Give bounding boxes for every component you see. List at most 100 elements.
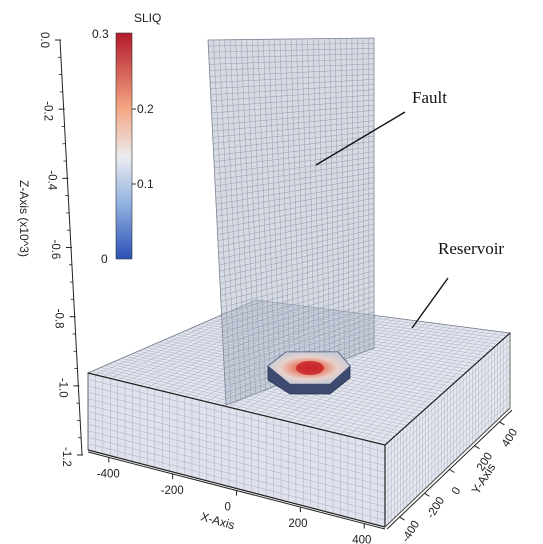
injection-plume (267, 351, 351, 395)
fault-grid-line (220, 254, 375, 296)
z-tick-label: -1.2 (60, 447, 72, 467)
reservoir-leader-line (411, 277, 449, 329)
y-tick-mark (499, 421, 505, 426)
fault-grid-line (222, 296, 375, 345)
fault-grid-line (219, 244, 375, 284)
reservoir-front-grid-line (87, 411, 386, 487)
colorbar-mid-low-label: 0.1 (137, 177, 154, 191)
reservoir-front-grid-line (87, 385, 386, 459)
z-tick-label: 0.0 (38, 32, 50, 48)
x-tick-label: 200 (288, 518, 307, 530)
reservoir-front-grid-line (87, 424, 386, 500)
fault-leader-line (315, 111, 406, 166)
fault-grid-line (214, 146, 375, 168)
reservoir-top-grid-line (310, 324, 447, 428)
fault-grid-line (221, 275, 375, 321)
y-tick-label: 400 (500, 427, 520, 450)
fault-grid-line (211, 99, 375, 114)
fault-label: Fault (412, 88, 447, 107)
reservoir-front-grid-line (87, 392, 386, 466)
colorbar-title: SLIQ (134, 11, 161, 25)
fault-grid-line (222, 280, 375, 327)
y-tick-mark (424, 492, 430, 497)
fault-grid-line (218, 223, 375, 260)
x-tick-label: 0 (225, 502, 231, 514)
reservoir-top-grid-line (325, 326, 460, 431)
z-tick-label: -0.4 (45, 170, 57, 190)
x-tick-label: -200 (161, 485, 184, 497)
colorbar-gradient (115, 32, 133, 260)
reservoir-right-grid-line (384, 382, 511, 500)
reservoir-top-grid-line (318, 325, 453, 429)
fault-grid-line (220, 249, 375, 290)
reservoir-top-grid-line (280, 321, 422, 420)
fault-grid-line (212, 110, 375, 126)
z-axis-title: Z-Axis (x10^3) (17, 180, 31, 257)
fault-grid-line (219, 239, 375, 278)
reservoir-front-grid-line (87, 379, 386, 453)
plume-core (296, 361, 324, 375)
fault-grid-line (222, 285, 375, 333)
reservoir-label: Reservoir (438, 239, 504, 258)
fault-grid-line (218, 213, 375, 248)
fault-plane (207, 37, 375, 406)
fault-grid-line (223, 301, 375, 351)
y-tick-label: -400 (400, 519, 422, 544)
y-tick-mark (474, 445, 480, 450)
z-axis: 0.0 -0.2 -0.4 -0.6 -0.8 -1.0 -1.2 Z-Axis (x10^… (17, 32, 83, 467)
fault-grid-line (224, 321, 375, 375)
fault-grid-line (210, 79, 375, 89)
reservoir-bottom-edge (87, 449, 386, 528)
z-axis-ticks: 0.0 -0.2 -0.4 -0.6 -0.8 -1.0 -1.2 (38, 32, 83, 467)
fault-grid-line (215, 172, 375, 199)
colorbar-max-label: 0.3 (92, 27, 109, 41)
fault-grid-line (212, 120, 375, 138)
reservoir-top-grid-line (303, 323, 441, 426)
fault-grid-line (211, 94, 375, 108)
reservoir-right-grid-line (384, 370, 511, 487)
y-tick-mark (449, 469, 455, 473)
reservoir-right-grid-line (384, 351, 511, 466)
fault-grid-line (216, 182, 375, 211)
colorbar-min-label: 0 (101, 252, 108, 266)
reservoir-right-grid-line (384, 389, 511, 507)
reservoir-top-grid-line (355, 329, 485, 438)
x-tick-label: 400 (352, 535, 371, 544)
reservoir-front-grid-line (87, 430, 386, 507)
z-tick-label: -0.2 (42, 101, 54, 121)
fault-grid-line (221, 270, 375, 314)
fault-grid-line (210, 84, 375, 95)
fault-grid-line (210, 73, 375, 83)
fault-grid-line (223, 311, 375, 363)
reservoir-right-grid-line (384, 345, 511, 459)
fault-grid-line (216, 187, 375, 217)
fault-grid-line (221, 265, 375, 308)
reservoir-front-grid-line (87, 417, 386, 494)
colorbar: SLIQ 0.3 0.2 0.1 0 (92, 11, 161, 266)
fault-grid-line (217, 197, 375, 229)
fault-grid-lines (208, 38, 375, 404)
z-tick-label: -0.8 (53, 309, 65, 329)
y-tick-label: 0 (450, 485, 464, 497)
fault-grid-line (219, 228, 375, 266)
fault-grid-line (219, 234, 375, 272)
reservoir-top-grid-line (332, 327, 466, 433)
y-tick-label: -200 (425, 495, 447, 521)
fault-grid-line (213, 130, 375, 150)
reservoir-right-grid-line (384, 339, 511, 453)
reservoir-front-grid-line (87, 404, 386, 480)
reservoir-bottom-right-edge (384, 407, 511, 528)
fault-grid-line (213, 141, 375, 162)
fault-grid-line (220, 259, 375, 302)
reservoir-right-grid-line (384, 376, 511, 493)
fault-grid-line (218, 218, 375, 254)
fault-grid-line (224, 316, 375, 369)
reservoir-right-grid-line (384, 357, 511, 473)
x-axis-ticks: -400 -200 0 200 400 (97, 457, 371, 544)
fault-grid-line (212, 115, 375, 132)
reservoir-top-grid-line (340, 327, 473, 435)
fault-grid-line (217, 203, 375, 235)
fault-grid-line (214, 151, 375, 175)
fault-grid-line (208, 53, 375, 59)
